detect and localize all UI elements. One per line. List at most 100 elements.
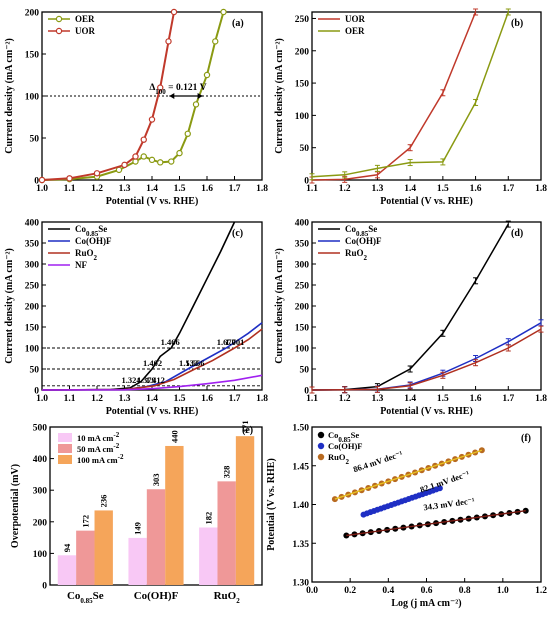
- x-tick-label: 1.1: [306, 394, 318, 404]
- series-line: [311, 328, 542, 391]
- bar-value-label: 303: [151, 474, 161, 487]
- legend-marker: [55, 27, 63, 35]
- legend-label: Co0.85Se: [328, 430, 359, 444]
- y-tick-label: 100: [25, 93, 40, 103]
- y-tick-label: 350: [25, 240, 40, 250]
- bar-value-label: 328: [222, 466, 232, 479]
- y-tick-label: 0: [42, 582, 47, 592]
- series-line: [311, 11, 477, 181]
- threshold-potential-label: 1.379: [137, 375, 156, 385]
- series-line: [41, 221, 236, 391]
- x-tick-label: 1.8: [535, 184, 547, 194]
- x-tick-label: 1.3: [119, 394, 131, 404]
- label-part: Se: [368, 224, 377, 234]
- label-part: 100 mA cm: [77, 455, 118, 465]
- legend-label: 10 mA cm-2: [77, 431, 120, 443]
- x-tick-label: 1.4: [404, 184, 416, 194]
- data-point: [148, 116, 156, 123]
- legend-swatch: [58, 444, 72, 453]
- x-axis-label: Potential (V vs. RHE): [380, 196, 473, 207]
- label-part: Δ: [149, 83, 155, 93]
- y-tick-label: 50: [300, 366, 310, 376]
- label-part: -2: [113, 431, 119, 439]
- y-tick-label: 1.35: [292, 540, 309, 550]
- label-part: 0.85: [356, 230, 369, 238]
- bar: [128, 537, 147, 585]
- legend-label: NF: [75, 260, 87, 270]
- legend-marker: [317, 442, 325, 450]
- x-tick-label: 1.4: [404, 394, 416, 404]
- label-part: Se: [351, 430, 360, 440]
- data-point: [140, 136, 147, 143]
- x-tick-label: 0.2: [344, 586, 356, 596]
- y-tick-label: 150: [25, 324, 40, 334]
- legend-label: OER: [345, 26, 365, 36]
- data-point: [170, 8, 178, 16]
- y-tick-label: 150: [25, 51, 40, 61]
- delta-annotation: Δ100 = 0.121 V: [149, 83, 206, 96]
- x-tick-label: 1.1: [64, 394, 76, 404]
- y-tick-label: 50: [300, 144, 310, 154]
- threshold-potential-label: 1.402: [143, 358, 162, 368]
- legend-label: 50 mA cm-2: [77, 442, 120, 454]
- x-tick-label: 1.5: [437, 184, 449, 194]
- bar: [217, 481, 236, 585]
- y-tick-label: 100: [33, 550, 48, 560]
- tafel-slope-label: 86.4 mV dec⁻¹: [352, 448, 404, 474]
- x-tick-label: 0.0: [306, 586, 318, 596]
- arrow-head: [169, 93, 175, 99]
- data-point: [38, 176, 46, 184]
- label-part: RuO: [328, 452, 346, 462]
- x-axis-label: Potential (V vs. RHE): [106, 406, 199, 417]
- bar: [199, 527, 218, 585]
- legend-label: RuO2: [345, 248, 368, 262]
- tafel-fit-line: [334, 449, 483, 500]
- x-tick-label: 1.6: [201, 394, 213, 404]
- x-tick-label: 1.8: [256, 394, 268, 404]
- x-tick-label: 1.3: [119, 184, 131, 194]
- x-tick-label: 0.6: [421, 586, 433, 596]
- series-line: [311, 11, 510, 178]
- tafel-slope-label: 82.1 mV dec⁻¹: [419, 468, 471, 494]
- legend-marker: [55, 15, 63, 23]
- y-tick-label: 500: [33, 424, 48, 434]
- data-point: [132, 158, 139, 165]
- legend-label: OER: [75, 14, 95, 24]
- label-part: Se: [93, 590, 104, 602]
- threshold-potential-label: 1.533: [179, 358, 198, 368]
- series-line: [311, 223, 509, 391]
- x-tick-label: 0.8: [459, 586, 471, 596]
- panel-d: 1.1 1.2 1.3 1.4 1.5 1.6 1.7 1.8 0 50 100 150 200 250 3…: [274, 219, 547, 418]
- x-tick-label: 1.0: [497, 586, 509, 596]
- y-tick-label: 400: [25, 219, 40, 229]
- bar-value-label: 182: [203, 512, 213, 525]
- label-part: -2: [113, 442, 119, 450]
- legend-label: Co0.85Se: [75, 224, 107, 238]
- y-tick-label: 1.30: [292, 579, 309, 589]
- bar-value-label: 149: [133, 522, 143, 535]
- x-tick-label: 1.0: [36, 184, 48, 194]
- bar: [146, 489, 166, 585]
- label-part: Co: [328, 430, 338, 440]
- label-part: Co(OH)F: [75, 236, 112, 246]
- legend-label: Co(OH)F: [75, 236, 112, 246]
- x-tick-label: 1.5: [437, 394, 449, 404]
- panel-label: (e): [242, 425, 253, 436]
- bar-value-label: 172: [80, 515, 90, 528]
- y-tick-label: 200: [295, 47, 310, 57]
- y-tick-label: 100: [295, 112, 310, 122]
- y-tick-label: 200: [33, 518, 48, 528]
- x-tick-label: 1.2: [339, 184, 351, 194]
- y-tick-label: 1.40: [292, 501, 309, 511]
- label-part: 100: [155, 88, 166, 96]
- threshold-potential-label: 1.701: [225, 337, 244, 347]
- x-tick-label: 1.6: [470, 184, 482, 194]
- label-part: Co: [75, 224, 86, 234]
- panel-label: (b): [511, 18, 523, 29]
- x-tick-label: 1.6: [201, 184, 213, 194]
- label-part: UOR: [75, 26, 96, 36]
- y-tick-label: 300: [25, 261, 40, 271]
- threshold-potential-label: 1.556: [185, 358, 204, 368]
- label-part: -2: [118, 453, 124, 461]
